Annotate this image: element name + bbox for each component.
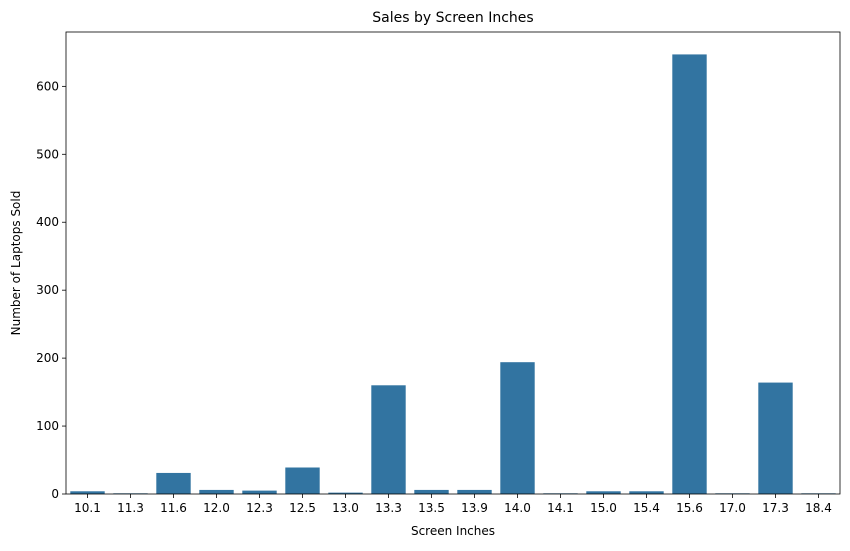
x-tick-label: 17.3 [762, 501, 789, 515]
bar-11.6 [156, 472, 191, 494]
x-axis-ticks: 10.1 11.3 11.6 12.0 12.3 12.5 13.0 13.3 13.5 13.9… [74, 494, 832, 515]
bar-13.5 [414, 489, 449, 494]
x-tick-label: 17.0 [719, 501, 746, 515]
y-tick-label: 200 [36, 351, 59, 365]
y-tick-label: 500 [36, 147, 59, 161]
bar-12.0 [199, 489, 234, 494]
x-tick-label: 13.0 [332, 501, 359, 515]
x-tick-label: 15.4 [633, 501, 660, 515]
x-tick-label: 13.5 [418, 501, 445, 515]
x-tick-label: 12.5 [289, 501, 316, 515]
bar-12.3 [242, 490, 277, 494]
bar-13.9 [457, 489, 492, 494]
bar-15.0 [586, 491, 621, 494]
bar-15.6 [672, 54, 707, 494]
x-tick-label: 15.0 [590, 501, 617, 515]
chart-title: Sales by Screen Inches [372, 10, 533, 26]
x-tick-label: 13.9 [461, 501, 488, 515]
x-tick-label: 12.3 [246, 501, 273, 515]
x-tick-label: 11.3 [117, 501, 144, 515]
x-tick-label: 18.4 [805, 501, 832, 515]
bars-layer [70, 54, 836, 494]
bar-13.0 [328, 492, 363, 494]
y-tick-label: 600 [36, 79, 59, 93]
x-axis-label: Screen Inches [411, 524, 495, 538]
x-tick-label: 12.0 [203, 501, 230, 515]
y-tick-label: 100 [36, 419, 59, 433]
bar-10.1 [70, 491, 105, 494]
x-tick-label: 14.1 [547, 501, 574, 515]
y-axis-label: Number of Laptops Sold [9, 191, 23, 336]
x-tick-label: 15.6 [676, 501, 703, 515]
y-tick-label: 400 [36, 215, 59, 229]
bar-14.0 [500, 362, 535, 494]
bar-12.5 [285, 467, 320, 494]
plot-frame [65, 31, 841, 495]
bar-17.3 [758, 382, 793, 494]
y-tick-label: 300 [36, 283, 59, 297]
x-tick-label: 10.1 [74, 501, 101, 515]
y-axis-ticks: 0 100 200 300 400 500 600 [36, 79, 66, 501]
y-tick-label: 0 [51, 487, 59, 501]
x-tick-label: 11.6 [160, 501, 187, 515]
bar-13.3 [371, 385, 406, 494]
x-tick-label: 14.0 [504, 501, 531, 515]
x-tick-label: 13.3 [375, 501, 402, 515]
bar-15.4 [629, 491, 664, 494]
